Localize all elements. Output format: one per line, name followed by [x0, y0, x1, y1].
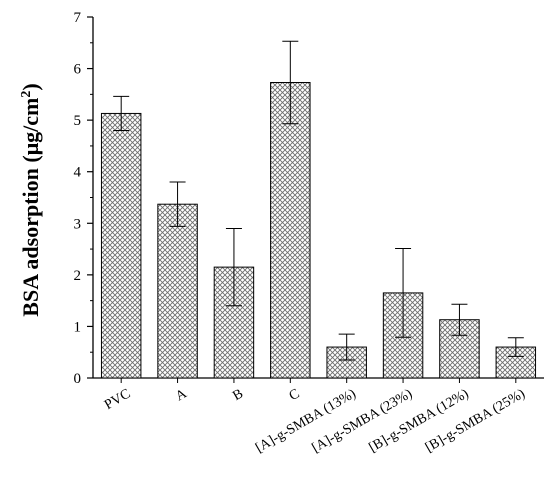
y-axis-label-close: ) — [18, 83, 43, 90]
x-tick-labels: PVC A B C[A]-g-SMBA (13%)[A]-g-SMBA (23%)[B… — [102, 378, 528, 456]
plot-area: 0 1 2 3 4 5 6 7 PVC A B C[A]-g-SMBA (13%)[A]-g-SMB… — [74, 10, 544, 456]
y-ticks: 0 1 2 3 4 5 6 7 — [74, 10, 93, 387]
y-tick-label: 5 — [74, 113, 82, 129]
y-tick-label: 6 — [74, 62, 82, 78]
bar — [100, 112, 142, 379]
y-tick-label: 2 — [74, 268, 82, 284]
y-axis-label-sup: 2 — [19, 91, 34, 98]
x-tick-label: [B]-g-SMBA (25%) — [423, 386, 528, 455]
x-tick-label: C — [287, 386, 303, 404]
y-tick-label: 4 — [74, 165, 82, 181]
y-axis-label: BSA adsorption (μg/cm2) — [18, 83, 43, 316]
x-tick-label: B — [230, 386, 246, 404]
x-tick-label: [A]-g-SMBA (13%) — [253, 386, 359, 456]
y-tick-label: 0 — [74, 371, 82, 387]
bar — [270, 81, 311, 379]
error-bars — [113, 40, 524, 361]
y-tick-label: 7 — [74, 10, 82, 26]
x-tick-label: [B]-g-SMBA (12%) — [367, 386, 472, 455]
x-tick-label: [A]-g-SMBA (23%) — [310, 386, 416, 456]
y-tick-label: 3 — [74, 216, 82, 232]
bars — [100, 81, 537, 379]
y-tick-label: 1 — [74, 319, 82, 335]
y-axis-label-main: BSA adsorption (μg/cm — [18, 98, 43, 317]
x-tick-label: A — [173, 386, 190, 404]
bar — [157, 203, 198, 379]
x-tick-label: PVC — [102, 386, 133, 413]
bar — [326, 346, 367, 379]
